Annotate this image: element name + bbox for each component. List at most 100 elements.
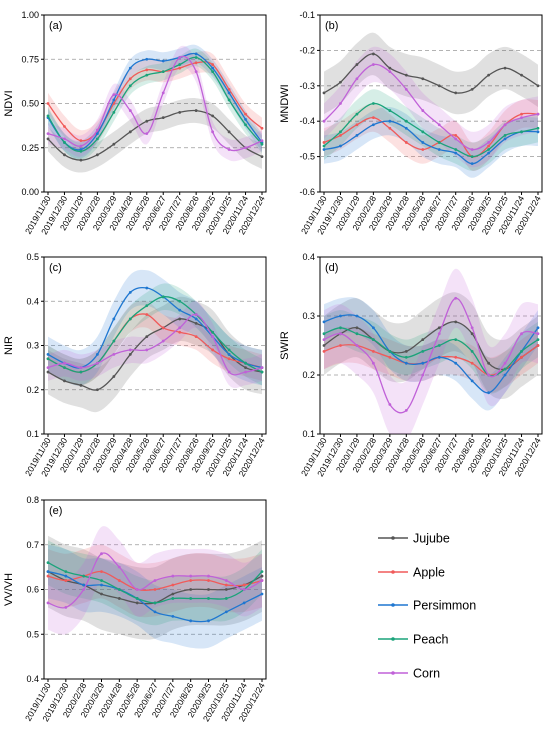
point-corn — [161, 339, 165, 343]
point-jujube — [128, 130, 132, 134]
legend: Jujube Apple Persimmon Peach Corn — [378, 532, 476, 681]
point-corn — [128, 109, 132, 112]
point-corn — [470, 326, 474, 330]
point-peach — [112, 339, 116, 343]
y-tick-label: 0.7 — [26, 540, 39, 550]
point-peach — [112, 110, 116, 114]
point-peach — [454, 148, 458, 151]
y-tick-label: 0.75 — [21, 54, 39, 64]
point-corn — [207, 574, 210, 578]
y-axis-label: SWIR — [279, 331, 291, 360]
point-apple — [227, 357, 231, 361]
point-jujube — [404, 350, 408, 353]
point-corn — [211, 335, 215, 339]
point-jujube — [244, 366, 247, 370]
point-jujube — [63, 379, 66, 383]
legend-marker-peach — [391, 637, 395, 641]
point-jujube — [437, 326, 441, 330]
point-apple — [227, 87, 231, 91]
point-corn — [470, 148, 474, 151]
point-corn — [487, 373, 491, 377]
point-corn — [161, 91, 165, 95]
point-jujube — [171, 592, 175, 596]
point-peach — [82, 574, 86, 578]
line-corn — [47, 55, 263, 152]
point-corn — [194, 313, 198, 316]
point-corn — [112, 93, 116, 97]
band-jujube — [48, 535, 262, 640]
point-jujube — [211, 114, 215, 118]
point-persimmon — [227, 352, 231, 356]
point-persimmon — [227, 91, 231, 95]
band-peach — [48, 540, 262, 626]
point-peach — [244, 123, 247, 127]
point-apple — [207, 579, 210, 582]
point-persimmon — [371, 123, 375, 127]
point-apple — [153, 588, 157, 591]
point-persimmon — [503, 137, 507, 141]
y-tick-label: 0.8 — [26, 495, 39, 505]
point-corn — [46, 132, 50, 135]
point-apple — [194, 61, 198, 65]
point-peach — [371, 338, 375, 341]
legend-label-corn: Corn — [413, 667, 440, 681]
y-tick-label: 0.25 — [21, 143, 39, 153]
point-corn — [171, 574, 175, 578]
point-corn — [520, 116, 523, 120]
point-corn — [95, 361, 99, 365]
point-corn — [339, 332, 342, 336]
point-persimmon — [178, 308, 182, 312]
point-persimmon — [145, 286, 149, 290]
y-tick-label: 0.6 — [26, 585, 39, 595]
point-persimmon — [454, 361, 458, 365]
point-persimmon — [82, 583, 86, 587]
point-apple — [339, 133, 342, 137]
point-apple — [145, 68, 149, 72]
point-peach — [437, 141, 441, 144]
y-tick-label: 0.2 — [302, 370, 315, 380]
y-tick-label: 0.3 — [26, 341, 39, 351]
point-peach — [63, 366, 66, 370]
point-peach — [536, 126, 540, 130]
point-peach — [388, 350, 392, 353]
point-peach — [503, 133, 507, 137]
point-corn — [145, 348, 149, 352]
point-peach — [520, 130, 523, 134]
point-jujube — [404, 73, 408, 77]
point-persimmon — [242, 601, 246, 605]
legend-marker-apple — [391, 570, 395, 574]
point-apple — [454, 355, 458, 359]
point-apple — [46, 574, 50, 578]
point-corn — [244, 370, 247, 374]
point-jujube — [421, 77, 425, 81]
point-apple — [388, 355, 392, 359]
point-corn — [135, 588, 139, 591]
point-peach — [135, 597, 139, 600]
point-corn — [536, 332, 540, 336]
point-peach — [470, 350, 474, 353]
panel-label: (c) — [49, 262, 62, 274]
point-jujube — [145, 335, 149, 339]
plot-frame — [319, 14, 543, 193]
y-tick-label: 0.1 — [302, 429, 315, 439]
point-jujube — [470, 87, 474, 91]
line-corn — [323, 297, 539, 414]
point-peach — [46, 114, 50, 118]
point-corn — [421, 109, 425, 112]
point-apple — [46, 102, 50, 105]
point-corn — [178, 56, 182, 59]
point-persimmon — [207, 619, 210, 623]
point-peach — [260, 142, 264, 146]
point-persimmon — [355, 133, 359, 137]
point-persimmon — [421, 361, 425, 365]
y-tick-label: 0.00 — [21, 187, 39, 197]
point-corn — [64, 606, 68, 609]
point-apple — [189, 579, 193, 582]
y-tick-label: 0.4 — [26, 674, 39, 684]
point-apple — [520, 355, 523, 359]
point-corn — [227, 370, 231, 374]
point-persimmon — [112, 98, 116, 102]
y-tick-label: 0.2 — [26, 385, 39, 395]
point-peach — [145, 73, 149, 77]
